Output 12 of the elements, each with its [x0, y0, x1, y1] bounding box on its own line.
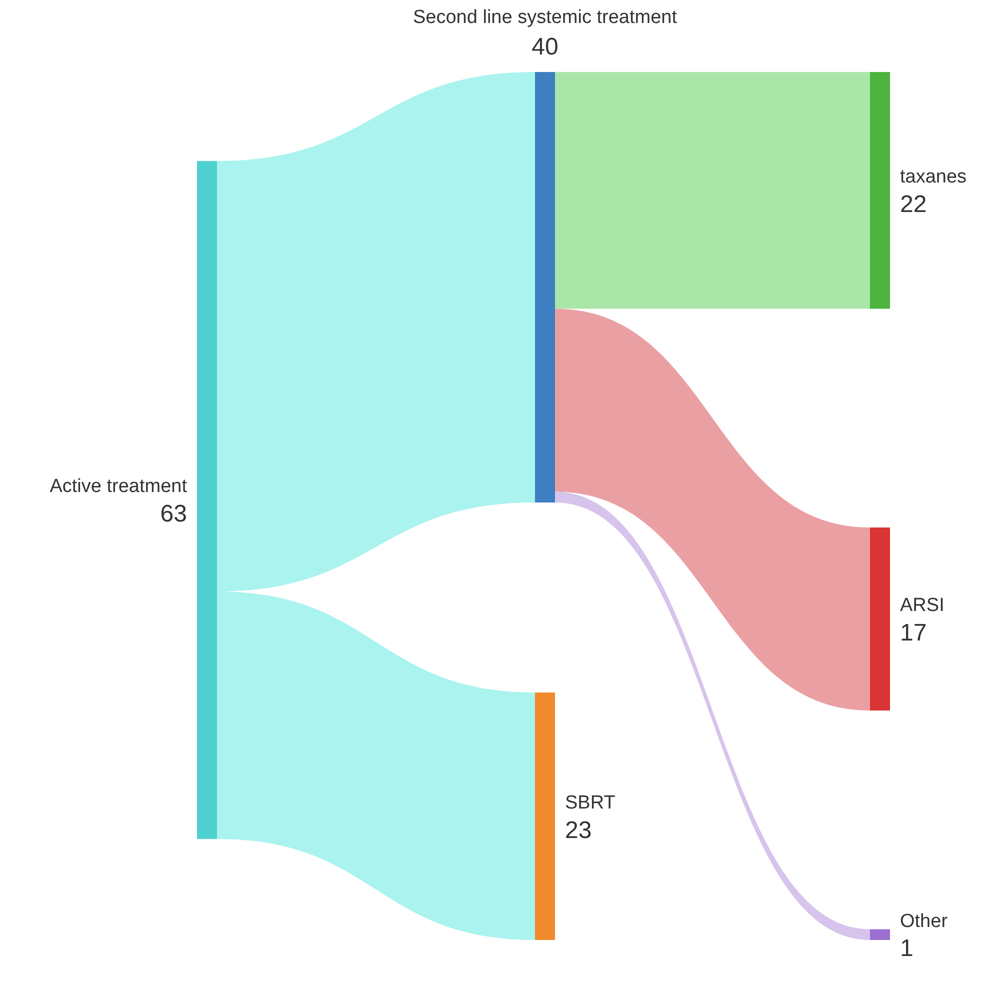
category-label: ARSI — [900, 595, 944, 616]
data-label: 63 — [160, 500, 187, 528]
category-label: Active treatment — [50, 476, 188, 498]
category-label: Second line systemic treatment — [412, 7, 678, 28]
category-label: Other — [900, 910, 948, 932]
data-label: 22 — [900, 191, 927, 218]
data-label: 17 — [900, 620, 927, 647]
data-label: 23 — [565, 816, 592, 844]
data-label: 1 — [900, 935, 914, 962]
category-label: SBRT — [565, 792, 616, 814]
data-label: 40 — [532, 34, 558, 61]
category-label: taxanes — [900, 166, 967, 188]
